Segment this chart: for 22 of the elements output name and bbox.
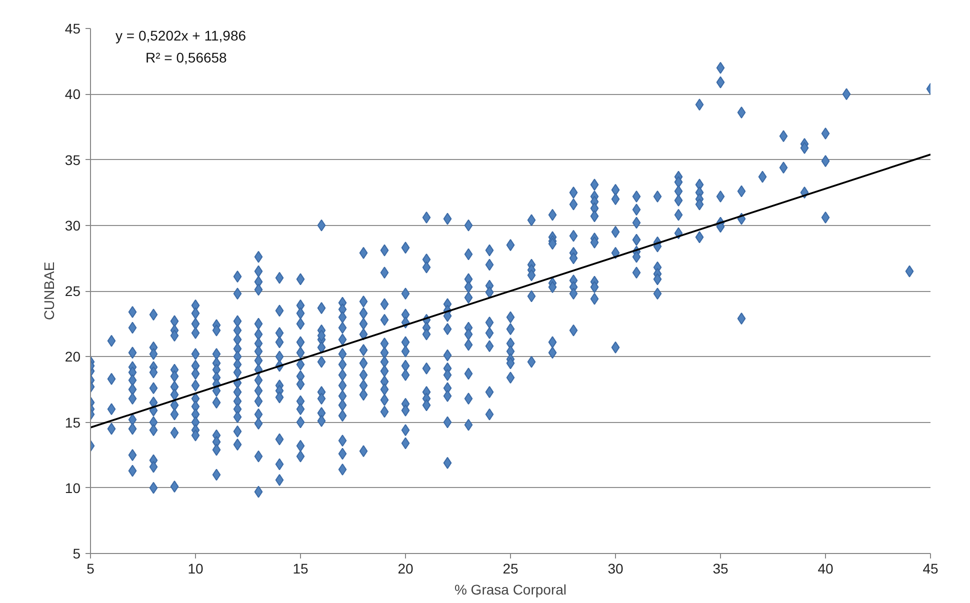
x-tick-label: 40 [818,560,834,576]
x-tick-label: 15 [292,560,308,576]
annotation: y = 0,5202x + 11,986 [116,28,246,44]
x-tick-label: 35 [712,560,728,576]
y-tick-label: 20 [64,348,81,365]
y-tick-label: 10 [64,480,81,496]
x-tick-label: 25 [502,560,518,576]
x-tick-label: 45 [922,560,938,576]
x-tick-label: 5 [86,560,95,576]
y-tick-label: 35 [64,152,81,168]
x-tick-label: 20 [398,560,414,576]
x-tick-label: 30 [608,560,624,576]
y-tick-label: 45 [64,20,81,36]
annotation: R² = 0,56658 [146,50,228,66]
y-tick-label: 25 [64,283,81,299]
y-axis-title: CUNBAE [40,262,57,320]
y-tick-label: 40 [64,86,81,102]
x-tick-label: 10 [188,560,204,576]
y-tick-label: 15 [64,414,81,430]
x-axis-title: % Grasa Corporal [454,582,567,598]
y-tick-label: 5 [72,546,81,562]
y-tick-label: 30 [64,217,81,234]
